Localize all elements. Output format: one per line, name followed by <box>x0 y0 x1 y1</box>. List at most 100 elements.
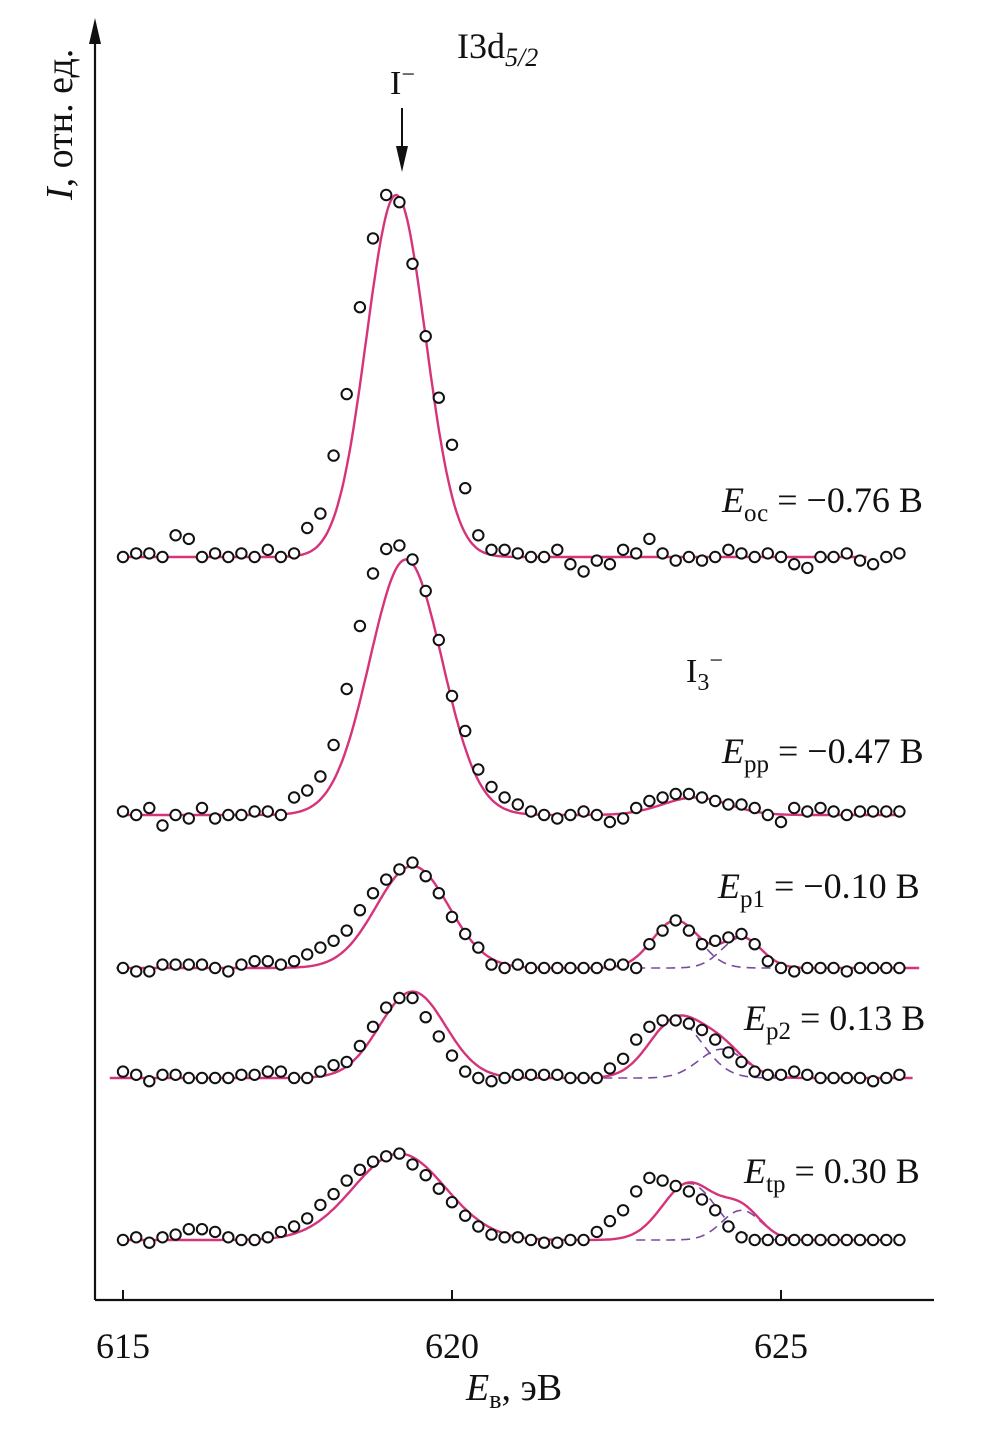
data-point <box>340 1174 353 1187</box>
data-point <box>840 965 853 978</box>
data-point <box>182 1071 196 1085</box>
curve-label-5: Etр = 0.30 В <box>743 1151 920 1198</box>
data-point <box>827 961 840 975</box>
data-point <box>156 819 169 832</box>
axes <box>89 18 934 1302</box>
data-point <box>208 812 222 825</box>
data-point <box>485 780 498 794</box>
data-point <box>761 955 774 968</box>
data-point <box>735 547 748 560</box>
data-point <box>564 1233 577 1247</box>
data-point <box>287 955 301 968</box>
data-point <box>261 543 274 556</box>
data-point <box>814 1233 827 1247</box>
data-point <box>340 387 353 401</box>
data-point <box>801 561 814 575</box>
data-point <box>169 808 182 822</box>
data-point <box>380 1001 393 1014</box>
data-point <box>156 550 169 564</box>
data-point <box>511 1231 524 1244</box>
data-point <box>261 1065 274 1078</box>
data-point <box>761 1233 774 1247</box>
data-point <box>393 991 406 1005</box>
data-point <box>537 1236 551 1249</box>
data-point <box>564 808 577 822</box>
data-point <box>814 961 827 975</box>
data-point <box>419 1169 432 1182</box>
data-point <box>182 812 196 825</box>
data-point <box>485 543 498 556</box>
data-point <box>748 1233 761 1247</box>
data-point <box>643 532 656 546</box>
data-point <box>222 550 235 564</box>
series-layer <box>109 188 920 1249</box>
data-point <box>866 961 880 975</box>
data-point <box>143 1075 156 1088</box>
data-point <box>130 547 143 560</box>
data-point <box>116 550 130 564</box>
curve-label-1: Eос = −0.76 В <box>721 480 923 527</box>
data-point <box>472 529 485 542</box>
data-point <box>195 801 209 815</box>
curve-labels: Eос = −0.76 В Eрр = −0.47 В Eр1 = −0.10 В E… <box>717 480 925 1198</box>
data-point <box>156 1068 169 1082</box>
data-point <box>801 1233 814 1247</box>
data-point <box>774 550 788 564</box>
data-point <box>511 798 524 811</box>
data-point <box>511 958 524 971</box>
data-point <box>551 543 564 556</box>
data-point <box>235 1233 248 1247</box>
data-point <box>537 550 551 564</box>
data-point <box>116 1233 130 1247</box>
data-point <box>208 961 222 975</box>
curve-label-3: Eр1 = −0.10 В <box>717 866 920 913</box>
data-point <box>182 532 196 546</box>
spectrum-1 <box>116 188 906 578</box>
data-point <box>459 482 472 495</box>
data-point <box>669 787 682 801</box>
data-point <box>235 958 248 971</box>
data-point <box>695 554 709 567</box>
data-point <box>761 808 774 822</box>
data-point <box>248 550 261 564</box>
data-point <box>748 1065 761 1078</box>
data-point <box>709 550 722 564</box>
data-point <box>169 1228 182 1241</box>
data-point <box>340 1055 353 1069</box>
data-point <box>827 805 840 818</box>
data-point <box>643 794 656 808</box>
data-point <box>564 1071 577 1085</box>
data-point <box>366 232 380 245</box>
data-point <box>880 550 893 564</box>
data-point <box>208 1225 222 1239</box>
curve-label-4: Eр2 = 0.13 В <box>743 998 925 1045</box>
data-point <box>472 941 485 954</box>
data-point <box>287 791 301 804</box>
data-point <box>656 791 669 804</box>
data-point <box>616 543 630 556</box>
curve-label-2: Eрр = −0.47 В <box>721 731 924 778</box>
data-point <box>498 1071 511 1085</box>
data-point <box>577 805 590 818</box>
data-point <box>893 547 906 560</box>
data-point <box>472 763 485 776</box>
data-point <box>564 558 577 571</box>
data-point <box>393 196 406 209</box>
data-point <box>669 1014 682 1027</box>
data-point <box>274 1225 288 1239</box>
data-point <box>222 965 235 978</box>
data-point <box>840 808 853 822</box>
data-point <box>301 1071 314 1085</box>
data-point <box>195 1071 209 1085</box>
data-point <box>445 438 459 451</box>
data-point <box>748 550 761 564</box>
data-point <box>182 958 196 971</box>
data-point <box>130 808 143 822</box>
data-point <box>880 961 893 975</box>
data-point <box>261 805 274 818</box>
x-tick-label: 620 <box>425 1326 479 1366</box>
data-point <box>406 257 419 270</box>
data-point <box>735 1231 748 1244</box>
spectrum-2 <box>116 539 906 832</box>
data-point <box>827 1071 840 1085</box>
